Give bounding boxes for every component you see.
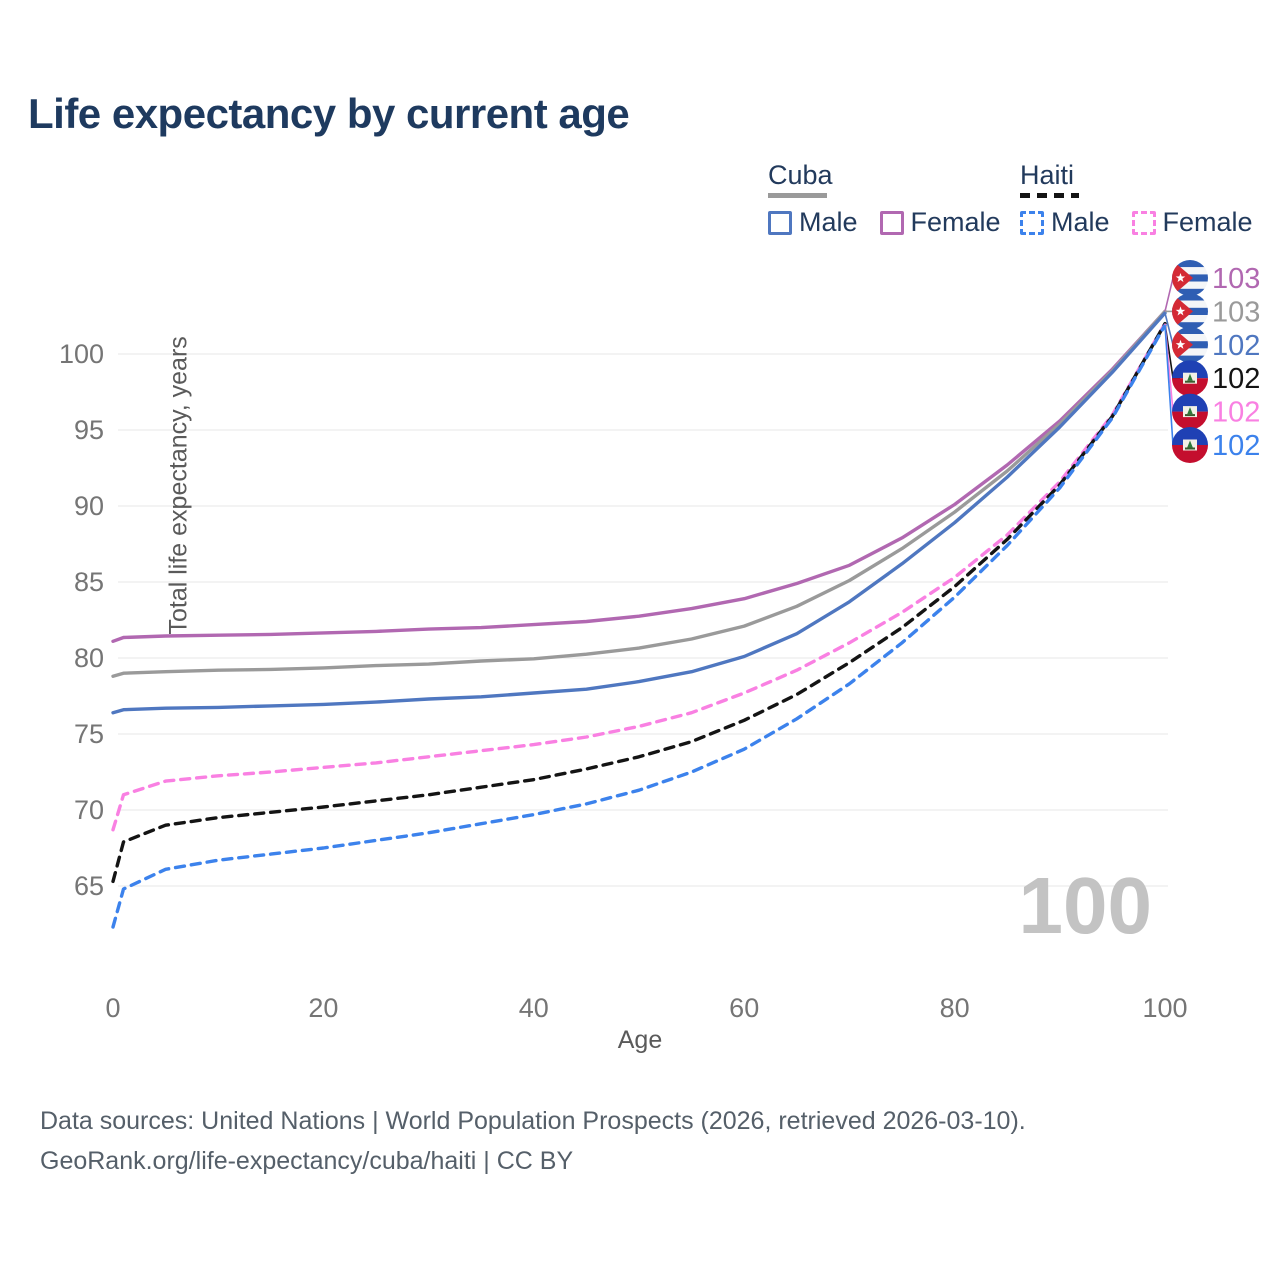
y-tick-95: 95 <box>74 415 104 445</box>
y-tick-100: 100 <box>59 339 104 369</box>
legend-label: Female <box>1162 207 1253 237</box>
legend-label: Female <box>910 207 1001 237</box>
y-axis-tick-labels: 65 70 75 80 85 90 95 100 <box>59 339 104 901</box>
y-tick-75: 75 <box>74 719 104 749</box>
legend: Cuba Male Female Haiti Male <box>0 160 1280 240</box>
cuba-solid-line-swatch <box>768 193 827 198</box>
cuba-female-swatch <box>879 210 904 235</box>
x-tick-100: 100 <box>1142 993 1187 1023</box>
page-title: Life expectancy by current age <box>28 90 630 137</box>
y-tick-85: 85 <box>74 567 104 597</box>
haiti-male-swatch <box>1020 210 1044 235</box>
haiti-dashed-line-swatch <box>1020 193 1079 198</box>
age-watermark: 100 <box>1018 861 1152 950</box>
gridlines <box>118 353 1168 887</box>
legend-group-title-haiti: Haiti <box>1020 160 1075 190</box>
x-tick-0: 0 <box>105 993 120 1023</box>
haiti-flag-icon <box>1172 394 1208 430</box>
end-value-haiti-both-sexes: 102 <box>1212 363 1260 395</box>
haiti-flag-icon <box>1172 427 1208 463</box>
series-line-cuba-both-sexes <box>111 309 1167 678</box>
series-line-cuba-male <box>111 311 1167 715</box>
legend-label: Male <box>1051 207 1110 237</box>
legend-item-cuba-male[interactable]: Male <box>768 207 858 238</box>
y-tick-80: 80 <box>74 643 104 673</box>
footer-attribution: GeoRank.org/life-expectancy/cuba/haiti |… <box>40 1147 574 1175</box>
legend-item-cuba-female[interactable]: Female <box>879 207 1001 238</box>
y-axis-title: Total life expectancy, years <box>164 336 193 635</box>
cuba-male-swatch <box>768 210 792 235</box>
legend-group-cuba: Cuba Male Female <box>768 160 1001 238</box>
haiti-flag-icon <box>1172 360 1208 396</box>
legend-label: Male <box>799 207 858 237</box>
end-value-cuba-female: 103 <box>1212 263 1260 295</box>
end-value-cuba-both-sexes: 103 <box>1212 296 1260 328</box>
legend-item-haiti-male[interactable]: Male <box>1020 207 1110 238</box>
end-value-haiti-female: 102 <box>1212 397 1260 429</box>
legend-item-haiti-female[interactable]: Female <box>1131 207 1253 238</box>
y-tick-65: 65 <box>74 871 104 901</box>
footer-data-sources: Data sources: United Nations | World Pop… <box>40 1107 1026 1135</box>
series-line-haiti-male <box>111 323 1167 929</box>
y-tick-70: 70 <box>74 795 104 825</box>
series-line-haiti-female <box>111 321 1167 832</box>
x-tick-40: 40 <box>519 993 549 1023</box>
series-line-cuba-female <box>111 309 1167 643</box>
legend-group-haiti: Haiti Male Female <box>1020 160 1253 238</box>
cuba-flag-icon <box>1172 260 1208 296</box>
x-axis-title: Age <box>617 1026 663 1054</box>
end-value-cuba-male: 102 <box>1212 330 1260 362</box>
x-axis-tick-labels: 0 20 40 60 80 100 <box>105 993 1187 1023</box>
x-tick-80: 80 <box>940 993 970 1023</box>
end-value-haiti-male: 102 <box>1212 430 1260 462</box>
x-tick-60: 60 <box>729 993 759 1023</box>
legend-group-title-cuba: Cuba <box>768 160 833 190</box>
series-line-haiti-both-sexes <box>111 321 1167 884</box>
y-tick-90: 90 <box>74 491 104 521</box>
cuba-flag-icon <box>1172 293 1208 329</box>
series-lines <box>111 309 1167 929</box>
x-tick-20: 20 <box>308 993 338 1023</box>
cuba-flag-icon <box>1172 327 1208 363</box>
haiti-female-swatch <box>1131 210 1156 235</box>
